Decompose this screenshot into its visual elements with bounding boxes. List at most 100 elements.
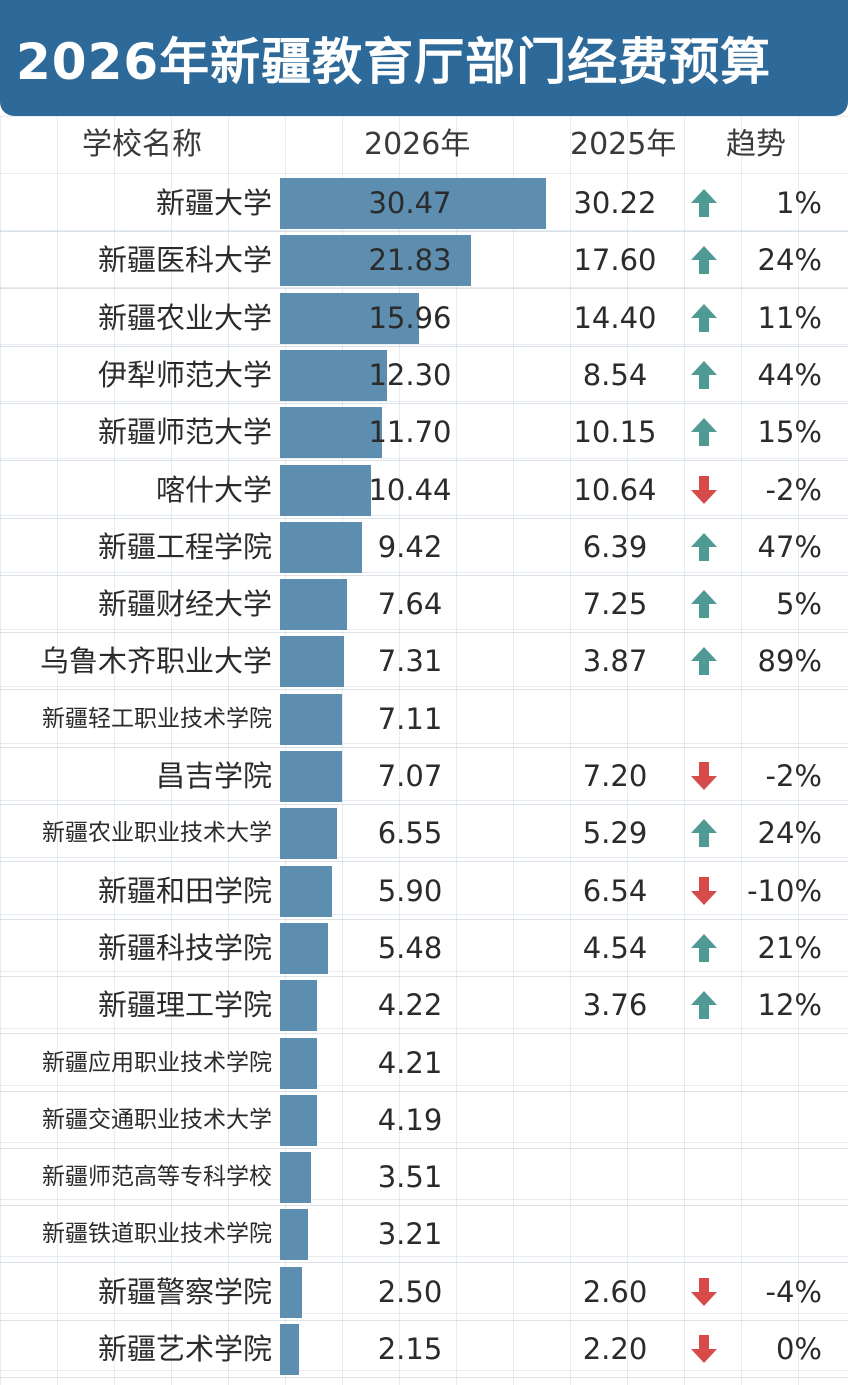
title-banner: 2026年新疆教育厅部门经费预算 — [0, 0, 848, 116]
arrow-up-icon — [691, 418, 717, 447]
table-row: 喀什大学 10.44 10.64 -2% — [0, 462, 848, 519]
header-2025: 2025年 — [570, 127, 677, 162]
budget-bar — [280, 808, 338, 860]
school-name: 新疆农业职业技术大学 — [42, 820, 272, 847]
value-2025: 30.22 — [573, 186, 657, 220]
school-name: 新疆交通职业技术大学 — [42, 1106, 272, 1133]
value-2026: 2.50 — [377, 1274, 443, 1309]
value-2025: 3.76 — [582, 988, 648, 1023]
row-divider — [0, 689, 848, 691]
value-2026: 15.96 — [368, 300, 452, 335]
arrow-up-icon — [691, 991, 717, 1020]
budget-bar — [280, 751, 342, 802]
arrow-up-icon — [691, 303, 717, 332]
table-row: 新疆财经大学 7.64 7.25 5% — [0, 576, 848, 634]
budget-bar — [280, 235, 471, 287]
school-name: 新疆师范高等专科学校 — [42, 1164, 272, 1191]
value-2025: 7.25 — [582, 587, 648, 622]
value-2026: 7.11 — [377, 701, 443, 736]
arrow-up-icon — [691, 647, 717, 676]
budget-bar — [280, 1094, 317, 1146]
arrow-down-icon — [691, 475, 717, 504]
budget-bar — [280, 1266, 302, 1318]
row-divider — [0, 861, 848, 863]
school-name: 新疆轻工职业技术学院 — [42, 705, 272, 732]
trend-percent: -2% — [765, 472, 822, 507]
value-2026: 4.22 — [377, 988, 443, 1023]
table-row: 新疆大学 30.47 30.22 1% — [0, 175, 848, 232]
header-2026: 2026年 — [364, 127, 471, 162]
arrow-down-icon — [691, 762, 717, 790]
trend-percent: 15% — [757, 415, 822, 450]
arrow-down-icon — [691, 876, 717, 905]
school-name: 新疆艺术学院 — [97, 1332, 272, 1366]
row-divider — [0, 574, 848, 576]
budget-bar — [280, 292, 420, 344]
school-name: 新疆大学 — [155, 186, 272, 220]
row-divider — [0, 288, 848, 290]
value-2026: 12.30 — [368, 357, 452, 392]
trend-percent: 11% — [757, 300, 822, 335]
value-2026: 4.21 — [377, 1045, 443, 1080]
arrow-up-icon — [691, 819, 717, 848]
value-2025: 10.64 — [573, 472, 657, 507]
arrow-up-icon — [691, 360, 717, 389]
school-name: 新疆师范大学 — [97, 415, 272, 450]
budget-bar — [280, 693, 343, 745]
school-name: 新疆科技学院 — [97, 930, 272, 965]
budget-bar — [280, 464, 372, 516]
value-2026: 9.42 — [377, 529, 443, 564]
budget-bar — [280, 636, 344, 688]
table-row: 新疆应用职业技术学院 4.21 — [0, 1035, 848, 1092]
value-2025: 6.54 — [582, 873, 648, 908]
table-row: 新疆警察学院 2.50 2.60 -4% — [0, 1264, 848, 1321]
arrow-up-icon — [691, 532, 717, 561]
trend-percent: 24% — [757, 816, 822, 851]
value-2026: 7.07 — [377, 759, 443, 793]
budget-bar — [280, 1209, 308, 1261]
budget-bar — [280, 1324, 299, 1375]
budget-bar — [280, 922, 328, 974]
page-title: 2026年新疆教育厅部门经费预算 — [16, 33, 772, 91]
value-2025: 2.60 — [582, 1274, 648, 1309]
arrow-up-icon — [691, 933, 717, 962]
budget-bar — [280, 521, 363, 573]
budget-bar — [280, 1037, 317, 1089]
value-2025: 5.29 — [582, 816, 648, 851]
trend-percent: 24% — [757, 243, 822, 278]
row-divider — [0, 1147, 848, 1149]
trend-percent: 12% — [757, 988, 822, 1023]
budget-bar — [280, 579, 347, 631]
value-2025: 8.54 — [582, 357, 648, 392]
table-row: 新疆和田学院 5.90 6.54 -10% — [0, 863, 848, 920]
trend-percent: 1% — [775, 186, 822, 220]
row-divider — [0, 1033, 848, 1035]
arrow-up-icon — [691, 590, 717, 619]
trend-percent: 47% — [757, 529, 822, 564]
trend-percent: -10% — [747, 873, 822, 908]
row-divider — [0, 804, 848, 805]
budget-bar — [280, 980, 317, 1032]
table-row: 伊犁师范大学 12.30 8.54 44% — [0, 347, 848, 404]
value-2026: 21.83 — [368, 243, 452, 278]
value-2025: 17.60 — [573, 243, 657, 278]
school-name: 新疆财经大学 — [97, 587, 272, 622]
trend-percent: 21% — [757, 930, 822, 965]
table-row: 新疆师范大学 11.70 10.15 15% — [0, 404, 848, 462]
value-2025: 2.20 — [582, 1332, 648, 1366]
value-2025: 7.20 — [582, 759, 648, 793]
trend-percent: 89% — [757, 644, 822, 679]
row-divider — [0, 746, 848, 748]
value-2026: 6.55 — [377, 816, 443, 851]
school-name: 新疆工程学院 — [97, 529, 272, 564]
table-row: 新疆农业大学 15.96 14.40 11% — [0, 290, 848, 347]
budget-bar — [280, 865, 332, 917]
budget-bar — [280, 1152, 311, 1204]
school-name: 伊犁师范大学 — [97, 357, 272, 392]
arrow-up-icon — [691, 189, 717, 217]
arrow-down-icon — [691, 1335, 717, 1363]
school-name: 新疆和田学院 — [97, 873, 272, 908]
school-name: 乌鲁木齐职业大学 — [39, 644, 272, 679]
value-2026: 10.44 — [368, 472, 452, 507]
row-divider — [0, 1377, 848, 1378]
